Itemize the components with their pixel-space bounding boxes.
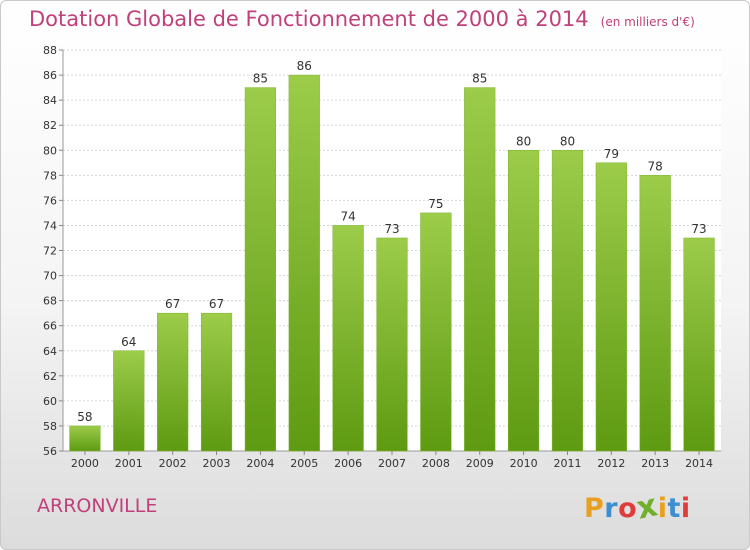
place-name: ARRONVILLE	[37, 495, 158, 517]
x-tick-label: 2014	[685, 457, 713, 470]
bar	[507, 150, 540, 452]
proxiti-logo: Proxiti	[584, 487, 691, 526]
x-tick-label: 2004	[246, 457, 274, 470]
bar-value-label: 80	[560, 134, 575, 148]
x-tick-label: 2001	[115, 457, 143, 470]
x-tick-label: 2000	[71, 457, 99, 470]
logo-letter: i	[680, 493, 691, 524]
bar-value-label: 73	[691, 222, 706, 236]
title-row: Dotation Globale de Fonctionnement de 20…	[29, 7, 695, 31]
x-tick-label: 2005	[290, 457, 318, 470]
bar	[113, 350, 145, 452]
y-tick-label: 76	[43, 194, 57, 207]
y-tick-label: 82	[43, 119, 57, 132]
bar	[464, 87, 496, 452]
bar	[157, 312, 189, 452]
y-tick-label: 58	[43, 420, 57, 433]
bar-value-label: 86	[297, 59, 312, 73]
bar	[288, 74, 320, 452]
x-tick-label: 2011	[553, 457, 581, 470]
x-tick-label: 2006	[334, 457, 362, 470]
y-tick-label: 72	[43, 245, 57, 258]
bar	[639, 175, 671, 452]
bar	[69, 425, 101, 452]
y-tick-label: 86	[43, 69, 57, 82]
bar-value-label: 67	[209, 297, 224, 311]
y-tick-label: 62	[43, 370, 57, 383]
x-tick-label: 2009	[466, 457, 494, 470]
logo-letter: r	[604, 493, 619, 524]
bar	[332, 225, 364, 452]
bar-value-label: 67	[165, 297, 180, 311]
bar	[683, 237, 715, 452]
y-tick-label: 64	[43, 345, 57, 358]
bar-value-label: 74	[340, 209, 355, 223]
logo-letter: i	[657, 493, 668, 524]
bar-value-label: 85	[253, 72, 268, 86]
bar-value-label: 73	[384, 222, 399, 236]
y-tick-label: 60	[43, 395, 57, 408]
logo-letter: P	[584, 493, 605, 524]
x-tick-label: 2012	[597, 457, 625, 470]
x-tick-label: 2003	[203, 457, 231, 470]
y-tick-label: 56	[43, 445, 57, 458]
y-tick-label: 88	[43, 44, 57, 57]
x-tick-label: 2007	[378, 457, 406, 470]
x-tick-label: 2008	[422, 457, 450, 470]
bar-value-label: 85	[472, 72, 487, 86]
bar-value-label: 75	[428, 197, 443, 211]
y-tick-label: 84	[43, 94, 57, 107]
y-tick-label: 74	[43, 219, 57, 232]
bar	[551, 150, 584, 452]
x-tick-label: 2010	[510, 457, 538, 470]
y-tick-label: 80	[43, 144, 57, 157]
bar	[244, 87, 277, 452]
bar-value-label: 78	[648, 159, 663, 173]
bar	[200, 312, 233, 452]
y-tick-label: 70	[43, 270, 57, 283]
bar-value-label: 64	[121, 335, 136, 349]
y-tick-label: 78	[43, 169, 57, 182]
y-tick-label: 66	[43, 320, 57, 333]
logo-letter: t	[667, 493, 681, 524]
logo-letter: o	[618, 493, 638, 524]
bar-value-label: 58	[77, 410, 92, 424]
bar-value-label: 80	[516, 134, 531, 148]
bar	[376, 237, 408, 452]
x-tick-label: 2002	[159, 457, 187, 470]
chart-subtitle: (en milliers d'€)	[600, 15, 695, 29]
bar	[595, 162, 627, 452]
bar	[420, 212, 452, 452]
x-tick-label: 2013	[641, 457, 669, 470]
chart-title: Dotation Globale de Fonctionnement de 20…	[29, 7, 589, 31]
y-tick-label: 68	[43, 295, 57, 308]
bar-value-label: 79	[604, 147, 619, 161]
